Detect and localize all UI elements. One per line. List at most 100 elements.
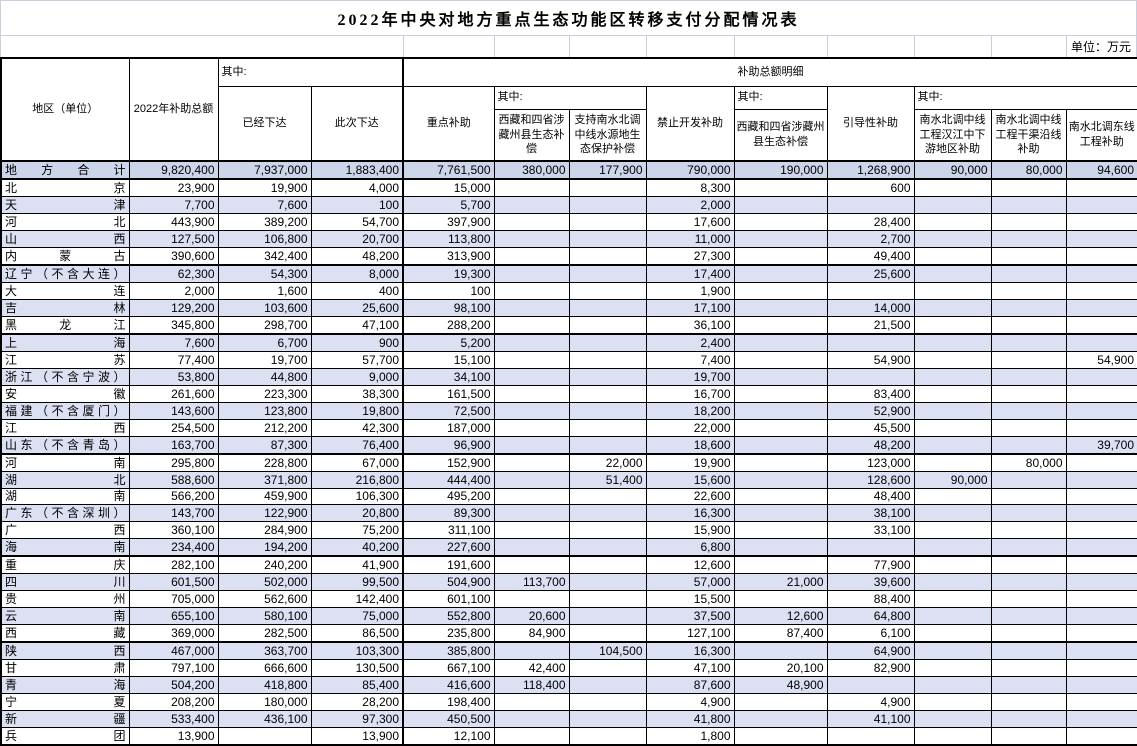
region-cell: 山东（不含青岛） — [0, 435, 130, 455]
value-cell — [568, 726, 647, 746]
value-cell: 797,100 — [128, 659, 219, 678]
value-cell — [1065, 487, 1137, 506]
value-cell — [493, 298, 570, 317]
region-cell: 浙江（不含宁波） — [0, 367, 130, 386]
value-cell: 48,900 — [733, 676, 828, 694]
value-cell: 216,800 — [310, 470, 404, 489]
value-cell: 7,600 — [217, 196, 312, 215]
value-cell — [990, 521, 1067, 540]
value-cell: 16,700 — [645, 384, 735, 403]
table-row: 山东（不含青岛） 163,700 87,300 76,400 96,900 18,600 4… — [0, 435, 1137, 455]
value-cell: 38,300 — [310, 384, 404, 403]
value-cell — [913, 435, 992, 455]
value-cell: 504,900 — [402, 573, 495, 592]
gridline — [569, 36, 570, 57]
value-cell — [733, 692, 828, 711]
value-cell: 17,600 — [645, 213, 735, 232]
value-cell: 16,300 — [645, 504, 735, 523]
value-cell — [826, 282, 915, 300]
value-cell: 450,500 — [402, 709, 495, 728]
value-cell — [990, 230, 1067, 248]
value-cell — [990, 607, 1067, 626]
value-cell — [568, 178, 647, 198]
value-cell: 18,200 — [645, 401, 735, 420]
value-cell: 98,100 — [402, 298, 495, 317]
value-cell: 504,200 — [128, 676, 219, 694]
value-cell — [1065, 676, 1137, 694]
value-cell — [733, 418, 828, 437]
table-row: 天津 7,700 7,600 100 5,700 2,000 — [0, 196, 1137, 215]
value-cell: 37,500 — [645, 607, 735, 626]
region-cell: 江西 — [0, 418, 130, 437]
value-cell: 62,300 — [128, 264, 219, 284]
gridline — [914, 36, 915, 57]
value-cell — [1065, 607, 1137, 626]
value-cell: 667,100 — [402, 659, 495, 678]
value-cell: 1,883,400 — [310, 159, 404, 181]
value-cell — [826, 538, 915, 558]
value-cell — [493, 470, 570, 489]
value-cell: 7,937,000 — [217, 159, 312, 181]
value-cell — [568, 196, 647, 215]
value-cell: 48,400 — [826, 487, 915, 506]
value-cell — [990, 573, 1067, 592]
region-cell: 辽宁（不含大连） — [0, 264, 130, 284]
region-cell: 贵州 — [0, 590, 130, 609]
value-cell: 83,400 — [826, 384, 915, 403]
value-cell: 39,600 — [826, 573, 915, 592]
value-cell — [568, 590, 647, 609]
value-cell — [493, 384, 570, 403]
value-cell: 82,900 — [826, 659, 915, 678]
value-cell — [990, 213, 1067, 232]
value-cell: 177,900 — [568, 159, 647, 181]
value-cell: 72,500 — [402, 401, 495, 420]
value-cell — [568, 624, 647, 644]
value-cell: 90,000 — [913, 159, 992, 181]
value-cell: 17,400 — [645, 264, 735, 284]
value-cell: 21,000 — [733, 573, 828, 592]
value-cell — [493, 333, 570, 352]
value-cell: 85,400 — [310, 676, 404, 694]
col-header-key-subsidy: 重点补助 — [402, 85, 495, 162]
among-label-issued: 其中: — [217, 57, 404, 87]
value-cell: 443,900 — [128, 213, 219, 232]
value-cell: 87,600 — [645, 676, 735, 694]
region-cell: 地方合计 — [0, 159, 130, 181]
value-cell: 600 — [826, 178, 915, 198]
value-cell: 8,300 — [645, 178, 735, 198]
value-cell: 42,300 — [310, 418, 404, 437]
value-cell: 52,900 — [826, 401, 915, 420]
value-cell: 444,400 — [402, 470, 495, 489]
value-cell: 86,500 — [310, 624, 404, 644]
value-cell: 208,200 — [128, 692, 219, 711]
value-cell: 385,800 — [402, 641, 495, 661]
region-cell: 上海 — [0, 333, 130, 352]
value-cell: 282,500 — [217, 624, 312, 644]
value-cell: 80,000 — [990, 453, 1067, 472]
value-cell — [913, 487, 992, 506]
value-cell — [733, 435, 828, 455]
value-cell — [493, 641, 570, 661]
table-row: 吉林 129,200 103,600 25,600 98,100 17,100 14,000 — [0, 298, 1137, 317]
value-cell — [568, 659, 647, 678]
value-cell: 113,700 — [493, 573, 570, 592]
value-cell — [913, 196, 992, 215]
value-cell: 342,400 — [217, 246, 312, 266]
value-cell: 161,500 — [402, 384, 495, 403]
value-cell: 284,900 — [217, 521, 312, 540]
value-cell — [1065, 453, 1137, 472]
value-cell: 20,800 — [310, 504, 404, 523]
value-cell: 75,200 — [310, 521, 404, 540]
value-cell: 13,900 — [310, 726, 404, 746]
value-cell: 467,000 — [128, 641, 219, 661]
value-cell — [568, 538, 647, 558]
value-cell: 57,700 — [310, 350, 404, 369]
value-cell: 4,000 — [310, 178, 404, 198]
value-cell: 15,500 — [645, 590, 735, 609]
value-cell: 288,200 — [402, 315, 495, 335]
value-cell: 40,200 — [310, 538, 404, 558]
region-cell: 海南 — [0, 538, 130, 558]
value-cell: 20,600 — [493, 607, 570, 626]
value-cell: 371,800 — [217, 470, 312, 489]
